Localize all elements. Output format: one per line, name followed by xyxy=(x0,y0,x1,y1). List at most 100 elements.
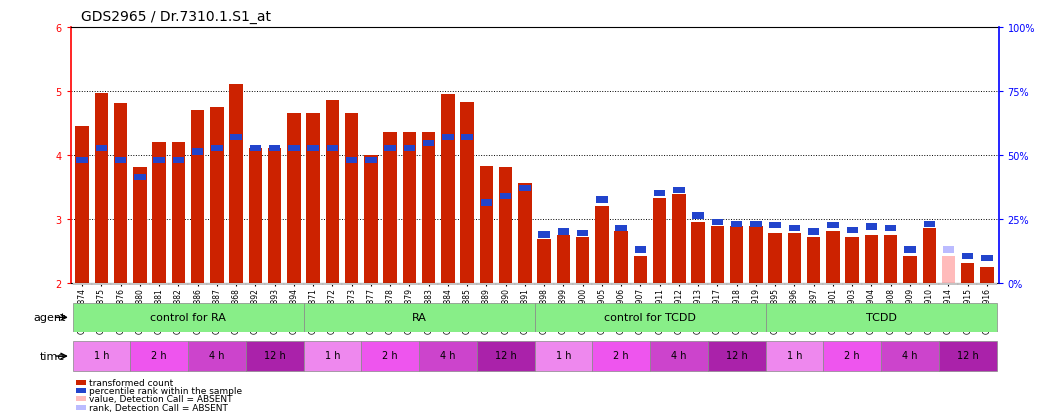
Bar xyxy=(554,28,573,283)
Bar xyxy=(289,146,300,152)
Bar xyxy=(419,28,438,283)
Bar xyxy=(381,283,400,285)
Bar xyxy=(843,283,862,285)
Bar xyxy=(496,28,515,283)
Bar xyxy=(573,28,593,283)
Text: 12 h: 12 h xyxy=(495,351,517,361)
Bar xyxy=(419,283,438,285)
Bar xyxy=(885,225,897,232)
Bar xyxy=(171,142,185,283)
Bar xyxy=(73,303,303,332)
Bar xyxy=(881,341,939,371)
Bar xyxy=(229,85,243,283)
Bar xyxy=(616,225,627,232)
Bar xyxy=(769,222,781,229)
Bar xyxy=(823,341,881,371)
Text: 4 h: 4 h xyxy=(209,351,224,361)
Bar xyxy=(785,28,804,283)
Bar xyxy=(133,168,146,283)
Bar xyxy=(727,28,746,283)
Bar xyxy=(711,227,725,283)
Text: 2 h: 2 h xyxy=(152,351,167,361)
Bar xyxy=(557,229,569,235)
Bar xyxy=(595,206,608,283)
Bar xyxy=(496,283,515,285)
Bar xyxy=(400,28,419,283)
Bar xyxy=(284,28,303,283)
Bar xyxy=(169,28,188,283)
Bar xyxy=(154,157,165,164)
Bar xyxy=(114,104,128,283)
Bar xyxy=(596,197,607,203)
Bar xyxy=(458,283,476,285)
Bar xyxy=(303,303,535,332)
Bar xyxy=(631,28,650,283)
Bar xyxy=(91,28,111,283)
Text: value, Detection Call = ABSENT: value, Detection Call = ABSENT xyxy=(89,394,233,404)
Bar xyxy=(766,303,996,332)
Bar xyxy=(192,149,203,155)
Bar xyxy=(284,283,303,285)
Bar xyxy=(881,283,900,285)
Text: 2 h: 2 h xyxy=(382,351,398,361)
Bar xyxy=(111,28,130,283)
Bar xyxy=(345,114,358,283)
Bar xyxy=(904,247,916,253)
Bar xyxy=(943,247,954,253)
Bar xyxy=(900,28,920,283)
Bar xyxy=(500,194,512,200)
Bar xyxy=(115,157,127,164)
Bar xyxy=(191,111,204,283)
Text: time: time xyxy=(40,351,65,361)
Bar xyxy=(576,237,590,283)
Text: 1 h: 1 h xyxy=(787,351,802,361)
Bar xyxy=(939,283,958,285)
Bar xyxy=(462,134,473,140)
Bar xyxy=(538,240,551,283)
Bar xyxy=(246,28,265,283)
Bar xyxy=(73,283,91,285)
Bar xyxy=(804,283,823,285)
Bar xyxy=(476,28,496,283)
Text: TCDD: TCDD xyxy=(866,312,897,322)
Bar xyxy=(746,283,766,285)
Bar xyxy=(535,283,554,285)
Bar xyxy=(307,146,319,152)
Bar xyxy=(73,341,130,371)
Bar xyxy=(634,256,648,283)
Bar xyxy=(515,283,535,285)
Bar xyxy=(226,28,246,283)
Bar xyxy=(903,256,917,283)
Bar xyxy=(211,146,222,152)
Bar xyxy=(673,195,686,283)
Bar xyxy=(303,283,323,285)
Bar xyxy=(476,341,535,371)
Bar xyxy=(188,283,208,285)
Text: control for TCDD: control for TCDD xyxy=(604,312,696,322)
Bar xyxy=(208,283,226,285)
Bar xyxy=(246,341,303,371)
Text: RA: RA xyxy=(412,312,427,322)
Text: 1 h: 1 h xyxy=(325,351,340,361)
Bar xyxy=(361,341,419,371)
Bar xyxy=(654,190,665,197)
Bar xyxy=(419,341,476,371)
Bar xyxy=(306,114,320,283)
Text: 2 h: 2 h xyxy=(613,351,629,361)
Bar xyxy=(535,341,593,371)
Bar xyxy=(577,230,589,236)
Bar xyxy=(461,103,474,283)
Bar xyxy=(730,227,743,283)
Bar xyxy=(808,229,819,235)
Bar xyxy=(611,28,631,283)
Bar xyxy=(593,28,611,283)
Bar xyxy=(924,221,935,228)
Bar xyxy=(441,95,455,283)
Bar xyxy=(978,28,996,283)
Bar xyxy=(226,283,246,285)
Bar xyxy=(149,283,169,285)
Bar xyxy=(556,235,570,283)
Bar xyxy=(939,341,996,371)
Bar xyxy=(670,28,688,283)
Bar xyxy=(884,235,898,283)
